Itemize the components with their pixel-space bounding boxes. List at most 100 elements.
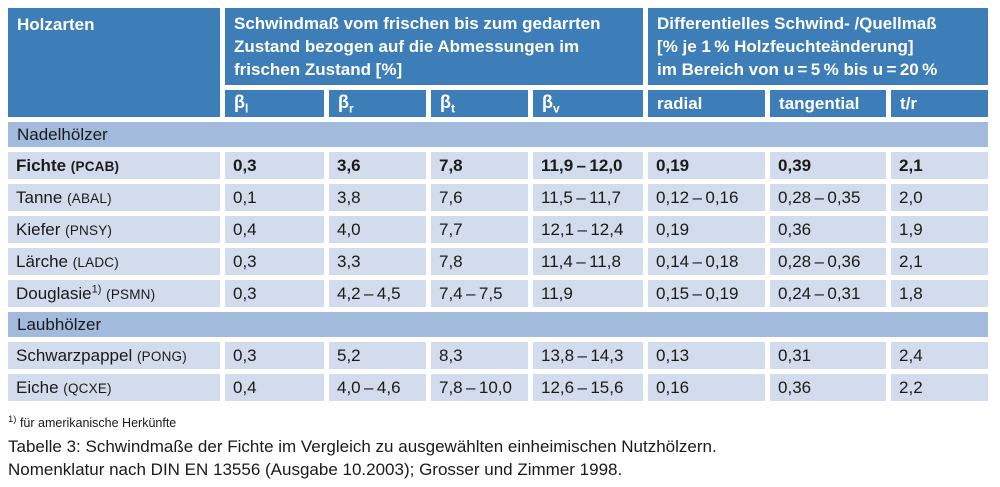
table-row-douglasie: Douglasie1) (PSMN) 0,3 4,2 – 4,5 7,4 – 7…: [8, 280, 989, 307]
value-cell: 4,0 – 4,6: [329, 374, 426, 401]
species-name-cell: Schwarzpappel (PONG): [8, 342, 220, 369]
value-cell: 0,19: [648, 216, 766, 243]
value-cell: 8,3: [431, 342, 528, 369]
header-differentielles-line2: [% je 1 % Holzfeuchteänderung]: [657, 37, 914, 56]
value-cell: 11,9 – 12,0: [533, 152, 644, 179]
species-name-cell: Tanne (ABAL): [8, 184, 220, 211]
value-cell: 11,9: [533, 280, 644, 307]
beta-symbol: β: [234, 91, 245, 112]
header-cell-differentielles: Differentielles Schwind- /Quellmaß [% je…: [648, 8, 989, 85]
species-name: Kiefer: [16, 219, 61, 239]
value-cell: 0,13: [648, 342, 766, 369]
value-cell: 0,3: [225, 280, 324, 307]
value-cell: 11,5 – 11,7: [533, 184, 644, 211]
beta-symbol: β: [338, 91, 349, 112]
value-cell: 3,8: [329, 184, 426, 211]
value-cell: 3,3: [329, 248, 426, 275]
footnote-text: für amerikanische Herkünfte: [19, 416, 177, 430]
beta-subscript: r: [349, 101, 354, 116]
header-differentielles-line3: im Bereich von u = 5 % bis u = 20 %: [657, 60, 938, 79]
subheader-beta-r: βr: [329, 90, 426, 117]
species-code: (PSMN): [106, 286, 156, 302]
value-cell: 7,4 – 7,5: [431, 280, 528, 307]
value-cell: 4,2 – 4,5: [329, 280, 426, 307]
value-cell: 2,2: [891, 374, 989, 401]
value-cell: 0,3: [225, 248, 324, 275]
wood-shrinkage-table: Holzarten Schwindmaß vom frischen bis zu…: [3, 3, 993, 406]
value-cell: 2,0: [891, 184, 989, 211]
value-cell: 0,1: [225, 184, 324, 211]
value-cell: 0,3: [225, 342, 324, 369]
header-cell-holzarten: Holzarten: [8, 8, 220, 117]
table-row-tanne: Tanne (ABAL) 0,1 3,8 7,6 11,5 – 11,7 0,1…: [8, 184, 989, 211]
value-cell: 4,0: [329, 216, 426, 243]
species-name: Lärche: [16, 251, 68, 271]
beta-symbol: β: [440, 91, 451, 112]
value-cell: 2,1: [891, 248, 989, 275]
value-cell: 0,31: [770, 342, 887, 369]
value-cell: 7,8: [431, 152, 528, 179]
header-differentielles-line1: Differentielles Schwind- /Quellmaß: [657, 14, 937, 33]
value-cell: 0,4: [225, 216, 324, 243]
species-code: (QCXE): [63, 380, 112, 396]
value-cell: 0,3: [225, 152, 324, 179]
species-name: Fichte: [16, 155, 67, 175]
species-name: Tanne: [16, 187, 63, 207]
species-code: (LADC): [72, 254, 119, 270]
value-cell: 5,2: [329, 342, 426, 369]
table-caption-line2: Nomenklatur nach DIN EN 13556 (Ausgabe 1…: [8, 460, 623, 479]
species-code: (PCAB): [70, 158, 120, 174]
value-cell: 0,19: [648, 152, 766, 179]
value-cell: 7,8 – 10,0: [431, 374, 528, 401]
table-row-fichte: Fichte (PCAB) 0,3 3,6 7,8 11,9 – 12,0 0,…: [8, 152, 989, 179]
species-name-cell: Kiefer (PNSY): [8, 216, 220, 243]
species-code: (PNSY): [65, 222, 113, 238]
header-schwindmass-line1: Schwindmaß vom frischen bis zum gedarrte…: [234, 14, 601, 33]
species-name-cell: Douglasie1) (PSMN): [8, 280, 220, 307]
value-cell: 13,8 – 14,3: [533, 342, 644, 369]
table-caption-line1: Tabelle 3: Schwindmaße der Fichte im Ver…: [8, 437, 717, 456]
value-cell: 0,4: [225, 374, 324, 401]
header-schwindmass-line2: Zustand bezogen auf die Abmessungen im: [234, 37, 580, 56]
subheader-beta-l: βl: [225, 90, 324, 117]
value-cell: 7,8: [431, 248, 528, 275]
subheader-radial: radial: [648, 90, 766, 117]
section-row-nadelhoelzer: Nadelhölzer: [8, 122, 989, 147]
species-name-cell: Eiche (QCXE): [8, 374, 220, 401]
subheader-tangential: tangential: [770, 90, 887, 117]
section-label: Laubhölzer: [8, 312, 989, 337]
species-name: Douglasie: [16, 283, 92, 303]
section-row-laubhoelzer: Laubhölzer: [8, 312, 989, 337]
species-name: Schwarzpappel: [16, 345, 133, 365]
value-cell: 0,16: [648, 374, 766, 401]
table-row-kiefer: Kiefer (PNSY) 0,4 4,0 7,7 12,1 – 12,4 0,…: [8, 216, 989, 243]
header-schwindmass-line3: frischen Zustand [%]: [234, 60, 403, 79]
value-cell: 1,8: [891, 280, 989, 307]
species-code: (PONG): [136, 348, 187, 364]
header-row-sub: βl βr βt βv radial tangential t/r: [8, 90, 989, 117]
species-code: (ABAL): [67, 190, 112, 206]
value-cell: 0,12 – 0,16: [648, 184, 766, 211]
subheader-beta-t: βt: [431, 90, 528, 117]
value-cell: 2,1: [891, 152, 989, 179]
beta-subscript: l: [245, 101, 249, 116]
subheader-beta-v: βv: [533, 90, 644, 117]
beta-symbol: β: [542, 91, 553, 112]
value-cell: 11,4 – 11,8: [533, 248, 644, 275]
footnote: 1) für amerikanische Herkünfte: [8, 415, 1000, 430]
value-cell: 0,14 – 0,18: [648, 248, 766, 275]
species-name: Eiche: [16, 377, 59, 397]
subheader-t-r: t/r: [891, 90, 989, 117]
species-name-cell: Lärche (LADC): [8, 248, 220, 275]
table-row-eiche: Eiche (QCXE) 0,4 4,0 – 4,6 7,8 – 10,0 12…: [8, 374, 989, 401]
value-cell: 0,15 – 0,19: [648, 280, 766, 307]
value-cell: 7,7: [431, 216, 528, 243]
value-cell: 2,4: [891, 342, 989, 369]
beta-subscript: v: [553, 101, 560, 116]
species-name-cell: Fichte (PCAB): [8, 152, 220, 179]
value-cell: 7,6: [431, 184, 528, 211]
header-cell-schwindmass: Schwindmaß vom frischen bis zum gedarrte…: [225, 8, 644, 85]
species-footnote-mark: 1): [91, 282, 102, 295]
table-row-schwarzpappel: Schwarzpappel (PONG) 0,3 5,2 8,3 13,8 – …: [8, 342, 989, 369]
